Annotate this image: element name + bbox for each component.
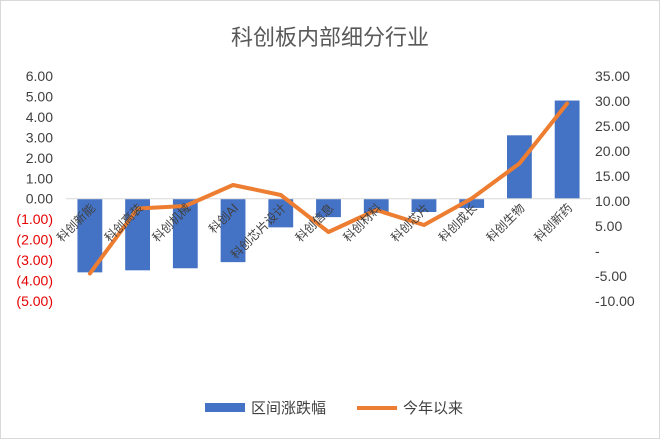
right-tick-label: 15.00 <box>595 168 630 184</box>
left-tick-label: (5.00) <box>16 293 53 309</box>
category-label: 科创生物 <box>484 201 528 245</box>
left-tick-label: 1.00 <box>26 170 53 186</box>
right-tick-label: 5.00 <box>595 218 622 234</box>
bar <box>220 198 246 263</box>
bar <box>172 198 198 269</box>
line-path <box>87 101 570 276</box>
right-tick-label: -10.00 <box>595 293 635 309</box>
left-tick-label: (1.00) <box>16 211 53 227</box>
right-tick-label: 30.00 <box>595 93 630 109</box>
right-tick-label: 10.00 <box>595 193 630 209</box>
legend-line-label: 今年以来 <box>403 399 463 417</box>
legend-bar-swatch <box>205 403 245 412</box>
left-tick-label: 3.00 <box>26 129 53 145</box>
left-tick-label: 5.00 <box>26 88 53 104</box>
right-tick-label: - <box>595 243 600 259</box>
category-label: 科创新药 <box>531 200 576 245</box>
bar <box>411 198 437 213</box>
left-tick-label: (2.00) <box>16 232 53 248</box>
line-series <box>87 101 570 276</box>
bar <box>507 135 532 199</box>
left-tick-label: 4.00 <box>26 109 53 125</box>
chart-title: 科创板内部细分行业 <box>231 26 429 51</box>
right-tick-label: 20.00 <box>595 143 630 159</box>
legend-bar-label: 区间涨跌幅 <box>251 399 326 417</box>
right-axis: 35.00 30.00 25.00 20.00 15.00 10.00 5.00 - -5.00… <box>595 68 635 309</box>
legend: 区间涨跌幅 今年以来 <box>205 399 463 417</box>
bar <box>459 198 485 208</box>
bar-series <box>77 100 580 273</box>
right-tick-label: 25.00 <box>595 118 630 134</box>
right-tick-label: -5.00 <box>595 268 627 284</box>
right-tick-label: 35.00 <box>595 68 630 84</box>
bar <box>363 198 389 214</box>
left-tick-label: 2.00 <box>26 150 53 166</box>
left-tick-label: 6.00 <box>26 68 53 84</box>
left-axis: 6.00 5.00 4.00 3.00 2.00 1.00 0.00 (1.00) (2.00)… <box>16 68 53 309</box>
bar <box>316 198 341 218</box>
left-tick-label: (4.00) <box>16 273 53 289</box>
left-tick-label: (3.00) <box>16 252 53 268</box>
left-tick-label: 0.00 <box>26 191 53 207</box>
